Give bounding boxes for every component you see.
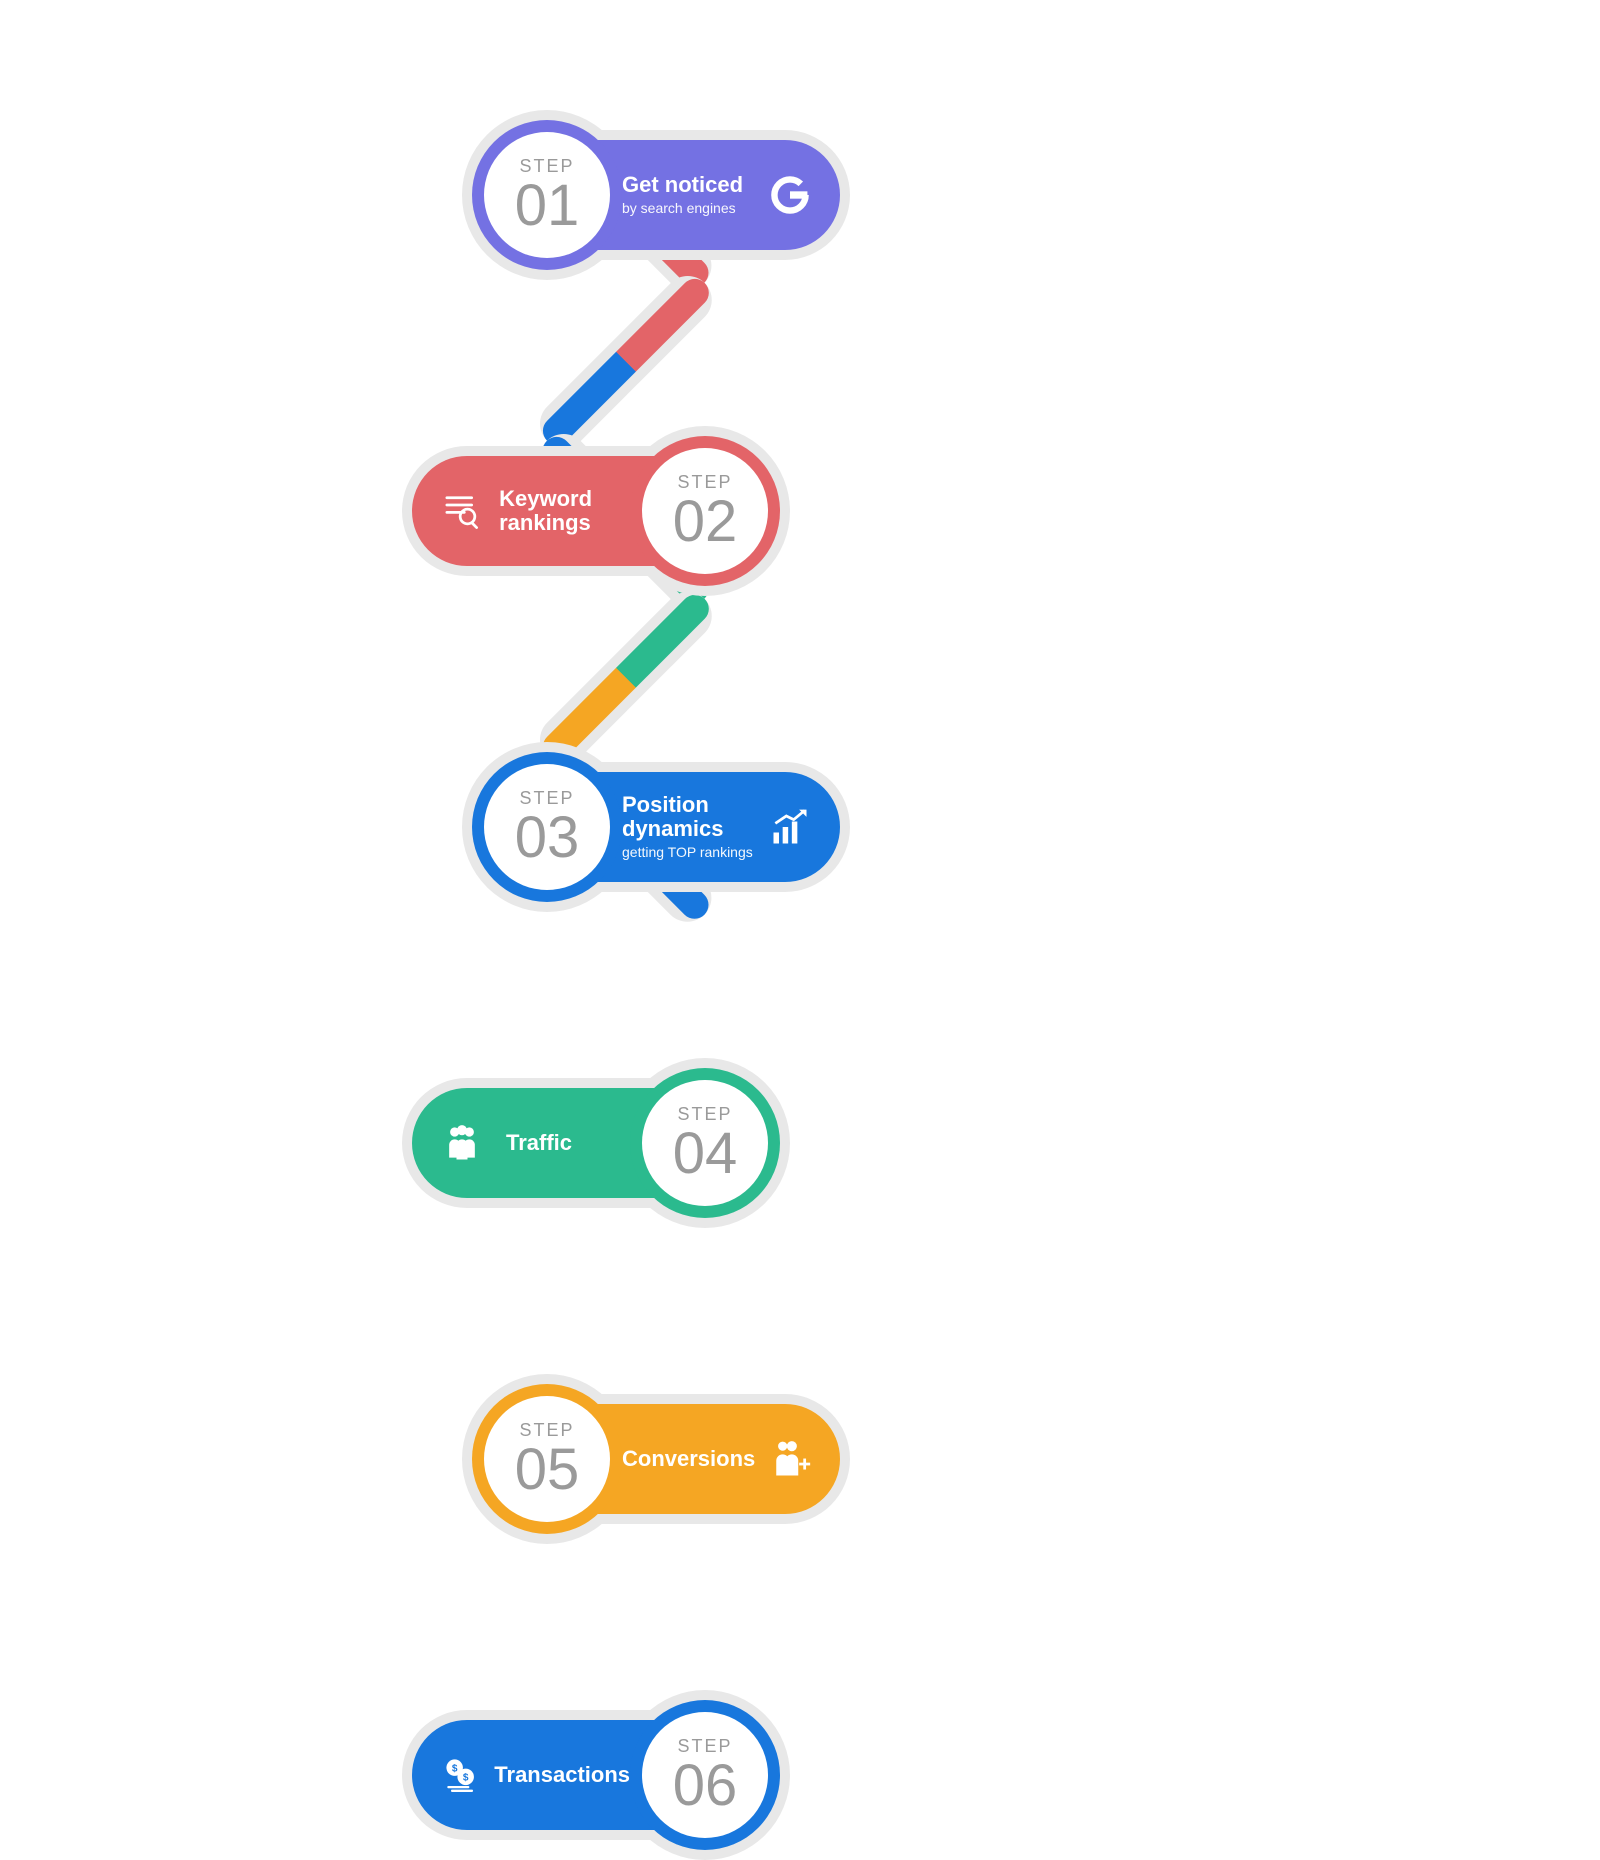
step-title: Traffic (506, 1131, 572, 1155)
step-number: 04 (673, 1125, 738, 1183)
google-g-icon (768, 173, 812, 217)
coins-icon: $ $ (440, 1753, 484, 1797)
circle-inner: STEP03 (484, 764, 610, 890)
step-title: Conversions (622, 1447, 755, 1471)
step-text: Traffic (506, 1131, 572, 1155)
svg-text:$: $ (452, 1763, 458, 1774)
step-number: 05 (515, 1441, 580, 1499)
step-subtitle: getting TOP rankings (622, 845, 768, 860)
step-text: Transactions (494, 1763, 630, 1787)
growth-chart-icon (768, 805, 812, 849)
svg-text:$: $ (463, 1773, 469, 1784)
step-text: Keyword rankings (499, 487, 630, 535)
step-title: Keyword rankings (499, 487, 630, 535)
step-number: 02 (673, 493, 738, 551)
connector-fill (537, 273, 715, 451)
step-number: 03 (515, 809, 580, 867)
step-text: Conversions (622, 1447, 755, 1471)
step-title: Position dynamics (622, 793, 768, 841)
people-group-icon (440, 1121, 484, 1165)
step-title: Transactions (494, 1763, 630, 1787)
step-title: Get noticed (622, 173, 743, 197)
keyword-search-icon (440, 489, 484, 533)
step-label: STEP (677, 1736, 732, 1757)
step-number: 01 (515, 177, 580, 235)
step-number: 06 (673, 1757, 738, 1815)
step-text: Position dynamics getting TOP rankings (622, 793, 768, 861)
connector-fill (537, 589, 715, 767)
step-label: STEP (519, 1420, 574, 1441)
step-text: Get noticed by search engines (622, 173, 743, 217)
infographic-canvas: Get noticed by search engines STEP01 Keywo… (0, 0, 1600, 1106)
step-label: STEP (677, 1104, 732, 1125)
person-plus-icon (768, 1437, 812, 1481)
circle-inner: STEP02 (642, 448, 768, 574)
circle-inner: STEP01 (484, 132, 610, 258)
circle-inner: STEP06 (642, 1712, 768, 1838)
circle-inner: STEP04 (642, 1080, 768, 1206)
circle-inner: STEP05 (484, 1396, 610, 1522)
step-subtitle: by search engines (622, 201, 743, 216)
